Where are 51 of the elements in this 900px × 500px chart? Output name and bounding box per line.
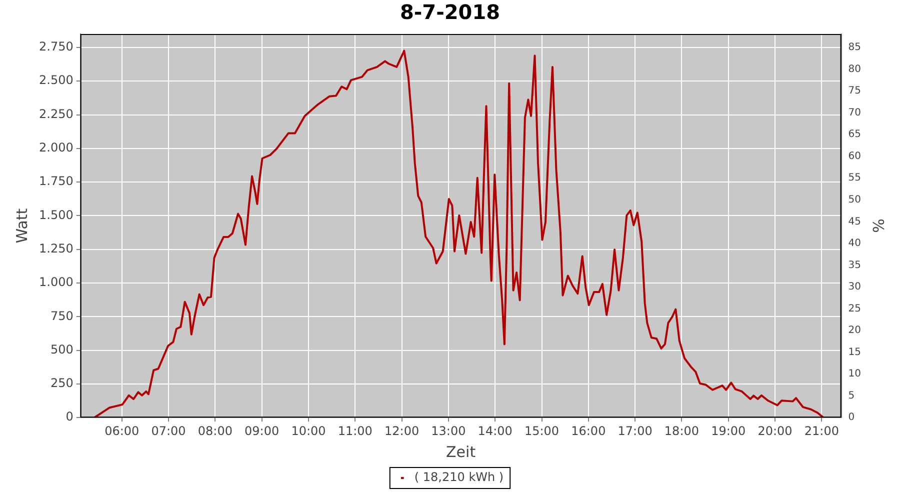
x-tick-label: 15:00 — [524, 424, 560, 438]
y2-tick-label: 15 — [848, 346, 862, 358]
y-tick-label: 750 — [50, 308, 74, 323]
y-tick-label: 2.250 — [38, 106, 74, 121]
y2-tick-label: 40 — [848, 238, 862, 250]
y2-tick-label: 45 — [848, 216, 862, 228]
y2-tick-label: 0 — [848, 412, 855, 424]
y-axis-title: Watt — [12, 208, 31, 244]
y2-tick-label: 55 — [848, 172, 862, 184]
x-tick-label: 07:00 — [151, 424, 186, 438]
y-tick-label: 0 — [66, 410, 74, 424]
y2-tick-label: 25 — [848, 303, 862, 314]
x-axis-title: Zeit — [446, 442, 476, 461]
y2-tick-label: 35 — [848, 260, 862, 271]
y2-tick-label: 10 — [848, 368, 862, 380]
x-tick-label: 09:00 — [244, 424, 280, 438]
x-tick-label: 06:00 — [104, 424, 140, 438]
y-tick-label: 500 — [50, 342, 74, 356]
y-tick-label: 2.750 — [38, 40, 74, 54]
y2-tick-label: 5 — [848, 390, 855, 402]
y2-axis-title: % — [869, 218, 888, 233]
x-tick-label: 16:00 — [571, 424, 606, 438]
y-tick-label: 1.500 — [38, 208, 74, 222]
x-tick-label: 08:00 — [198, 424, 232, 438]
y-tick-label: 250 — [50, 376, 74, 390]
chart-title: 8-7-2018 — [400, 0, 500, 24]
x-tick-label: 11:00 — [338, 424, 372, 438]
x-tick-label: 10:00 — [291, 424, 326, 438]
y2-tick-label: 70 — [848, 107, 862, 118]
legend-label: ( 18,210 kWh ) — [414, 470, 504, 484]
y2-tick-label: 85 — [848, 42, 862, 54]
y-tick-label: 2.000 — [38, 140, 74, 155]
y2-tick-label: 20 — [848, 325, 862, 336]
x-tick-label: 20:00 — [758, 424, 792, 438]
x-tick-label: 19:00 — [711, 424, 746, 438]
x-tick-label: 17:00 — [618, 424, 652, 438]
y2-tick-label: 50 — [848, 194, 862, 206]
x-tick-label: 18:00 — [664, 424, 700, 438]
x-tick-label: 14:00 — [478, 424, 512, 438]
y2-tick-label: 80 — [848, 64, 862, 75]
y-tick-label: 2.500 — [38, 73, 74, 88]
y2-tick-label: 75 — [848, 86, 862, 97]
y2-tick-label: 30 — [848, 282, 862, 293]
y2-tick-label: 60 — [848, 150, 862, 162]
y-tick-label: 1.750 — [38, 174, 74, 188]
x-tick-label: 13:00 — [431, 424, 466, 438]
x-tick-label: 12:00 — [384, 424, 420, 438]
y-tick-label: 1.000 — [38, 275, 74, 290]
y-tick-label: 1.250 — [38, 241, 74, 256]
x-tick-label: 21:00 — [804, 424, 839, 438]
y2-tick-label: 65 — [848, 129, 862, 140]
